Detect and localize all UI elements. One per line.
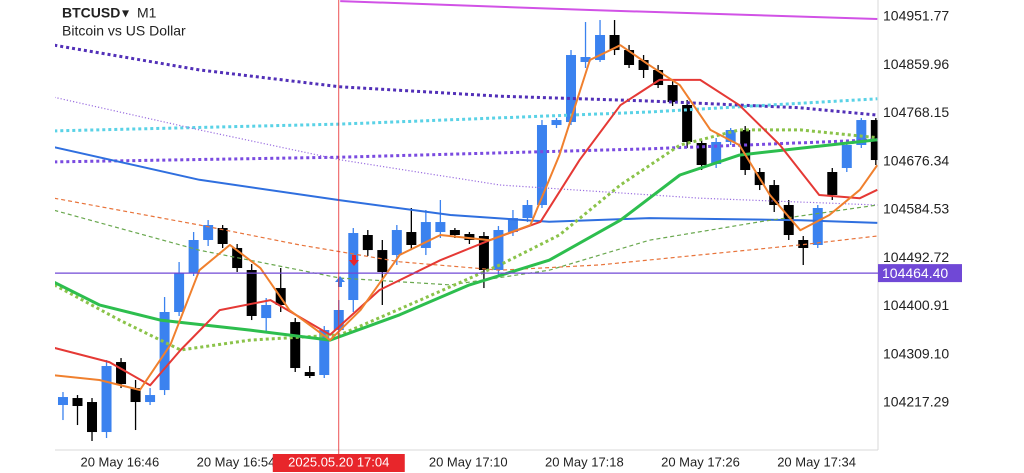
candle-body bbox=[638, 60, 649, 70]
candle-body bbox=[188, 240, 199, 274]
candle-body bbox=[362, 235, 373, 251]
y-tick-label: 104676.34 bbox=[883, 152, 949, 168]
candle-body bbox=[159, 311, 170, 391]
symbol[interactable]: BTCUSD bbox=[62, 5, 120, 21]
buy-arrow bbox=[335, 276, 345, 287]
sell-arrow bbox=[349, 255, 359, 266]
candle-body bbox=[116, 362, 127, 385]
candle-body bbox=[624, 50, 635, 66]
dropdown-icon[interactable]: ▾ bbox=[122, 5, 129, 21]
candle-body bbox=[391, 230, 402, 256]
indicator-line bbox=[55, 128, 878, 352]
candle-body bbox=[478, 236, 489, 271]
candle-body bbox=[217, 228, 228, 244]
plot-area bbox=[55, 0, 878, 442]
candle-body bbox=[522, 205, 533, 219]
candle-body bbox=[246, 270, 257, 316]
x-tick-label: 20 May 17:26 bbox=[661, 454, 740, 469]
candle-body bbox=[536, 125, 547, 206]
indicator-line bbox=[55, 204, 878, 286]
candle-body bbox=[551, 120, 562, 126]
candle-body bbox=[145, 395, 156, 403]
indicator-line bbox=[55, 138, 878, 164]
y-tick-label: 104400.91 bbox=[883, 297, 949, 313]
candle-body bbox=[203, 225, 214, 241]
x-tick-label: 20 May 16:54 bbox=[197, 454, 276, 469]
candle-body bbox=[609, 34, 620, 51]
candle-body bbox=[57, 397, 68, 406]
candle-body bbox=[682, 104, 693, 142]
candle-body bbox=[507, 218, 518, 233]
last-price-label: 104464.40 bbox=[882, 265, 948, 281]
candle-body bbox=[290, 322, 301, 369]
candle-body bbox=[812, 207, 823, 245]
candle-body bbox=[580, 57, 591, 63]
candle-body bbox=[711, 141, 722, 165]
crosshair-box bbox=[272, 454, 405, 472]
candle-body bbox=[595, 34, 606, 61]
y-tick-label: 104768.15 bbox=[883, 104, 949, 120]
axes: 104951.77 104859.96 104768.15 104676.34 1045… bbox=[80, 8, 949, 470]
y-tick-label: 104217.29 bbox=[883, 394, 949, 410]
indicator-line bbox=[55, 97, 878, 133]
candle-body bbox=[304, 372, 315, 377]
candle-body bbox=[653, 69, 664, 86]
x-tick-label: 20 May 17:18 bbox=[545, 454, 624, 469]
candle-body bbox=[827, 172, 838, 196]
candle-body bbox=[435, 222, 446, 233]
candle-body bbox=[696, 142, 707, 166]
candle-body bbox=[420, 222, 431, 248]
x-tick-label: 20 May 16:46 bbox=[80, 454, 159, 469]
indicator-line bbox=[55, 138, 878, 342]
candle-body bbox=[261, 305, 272, 319]
indicator-line bbox=[55, 197, 878, 271]
candle-body bbox=[856, 120, 867, 145]
y-tick-label: 104951.77 bbox=[883, 8, 949, 24]
candle-body bbox=[769, 185, 780, 206]
candle-body bbox=[566, 55, 577, 123]
indicator-line bbox=[340, 0, 878, 20]
candle-body bbox=[841, 144, 852, 169]
timeframe[interactable]: M1 bbox=[137, 5, 157, 21]
candle-body bbox=[319, 330, 330, 376]
x-tick-label: 20 May 17:10 bbox=[429, 454, 508, 469]
y-tick-label: 104309.10 bbox=[883, 345, 949, 361]
candle-body bbox=[377, 250, 388, 273]
candle-body bbox=[725, 130, 736, 142]
description: Bitcoin vs US Dollar bbox=[62, 23, 186, 39]
x-tick-label: 20 May 17:34 bbox=[777, 454, 856, 469]
candle-body bbox=[667, 85, 678, 103]
candle-body bbox=[449, 230, 460, 236]
candle-body bbox=[174, 273, 185, 312]
candle-body bbox=[493, 230, 504, 271]
candle-body bbox=[740, 130, 751, 171]
candle-body bbox=[101, 366, 112, 433]
indicator-line bbox=[55, 44, 878, 391]
y-tick-label: 104584.53 bbox=[883, 201, 949, 217]
candle-body bbox=[72, 398, 83, 407]
candle-body bbox=[87, 402, 98, 433]
last-price-box bbox=[878, 264, 962, 283]
crosshair-label: 2025.05.20 17:04 bbox=[288, 454, 389, 469]
header[interactable]: BTCUSD ▾ M1 Bitcoin vs US Dollar bbox=[62, 5, 186, 39]
y-tick-label: 104492.72 bbox=[883, 249, 949, 265]
candle-body bbox=[406, 232, 417, 245]
y-tick-label: 104859.96 bbox=[883, 56, 949, 72]
candle-body bbox=[464, 234, 475, 241]
candle-body bbox=[348, 233, 359, 301]
candle-body bbox=[130, 388, 141, 403]
